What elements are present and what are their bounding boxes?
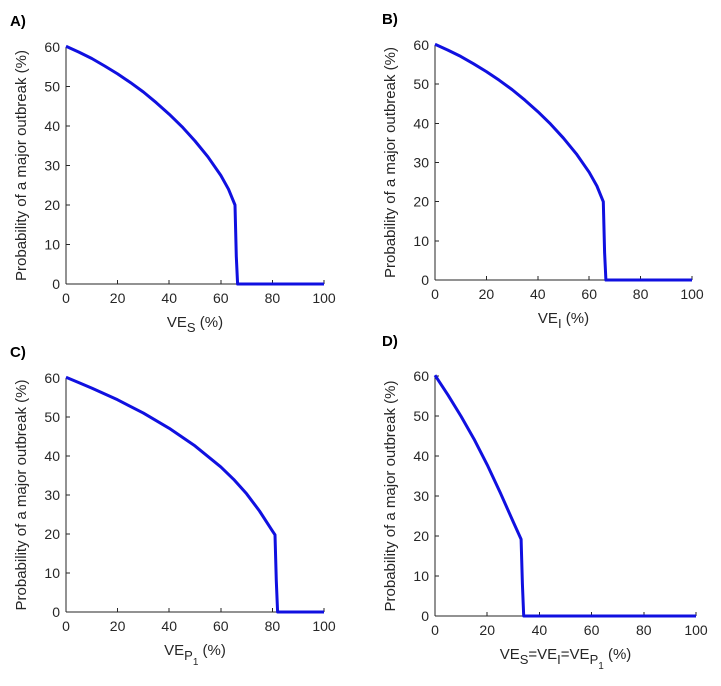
chart-panel-1: A) 0 20 40 60 80 100 0 10 20 30 40 50 60 Probability o…	[10, 13, 336, 335]
series-line	[65, 375, 324, 614]
y-tick-label: 60	[413, 368, 429, 384]
x-axis-label-base: VE	[167, 314, 187, 331]
y-tick-label: 0	[52, 604, 60, 620]
chart-panel-4: D) 0 20 40 60 80 100 0 10 20 30 40 50 60 Probability o…	[382, 333, 708, 672]
y-tick-label: 0	[52, 276, 60, 292]
x-axis-label-subscript: P	[184, 648, 193, 663]
y-tick-label: 50	[413, 76, 429, 92]
y-tick-label: 20	[44, 197, 60, 213]
x-tick-label: 80	[265, 290, 281, 306]
x-tick-label: 20	[479, 286, 495, 302]
y-tick-label: 20	[413, 194, 429, 210]
x-tick-label: 40	[161, 618, 177, 634]
x-axis-label-subscript: 1	[193, 657, 199, 668]
panel-label: A)	[10, 13, 26, 30]
chart-panel-3: C) 0 20 40 60 80 100 0 10 20 30 40 50 60 Probability o…	[10, 344, 336, 668]
x-axis-label-subscript: I	[557, 652, 561, 667]
x-tick-label: 60	[213, 290, 229, 306]
y-tick-label: 10	[44, 565, 60, 581]
x-tick-label: 80	[636, 622, 652, 638]
x-tick-label: 0	[431, 286, 439, 302]
y-tick-label: 50	[44, 79, 60, 95]
x-axis-label-subscript: S	[520, 652, 529, 667]
y-axis-label: Probability of a major outbreak (%)	[382, 47, 399, 278]
x-tick-label: 20	[110, 290, 126, 306]
y-tick-label: 0	[421, 608, 429, 624]
panel-label: D)	[382, 333, 398, 350]
x-axis-label: VES (%)	[167, 314, 223, 335]
x-tick-label: 60	[584, 622, 600, 638]
y-tick-label: 40	[413, 448, 429, 464]
x-axis-label: VES=VEI=VEP1 (%)	[500, 646, 632, 672]
y-tick-label: 60	[44, 370, 60, 386]
x-axis-label-unit: (%)	[562, 310, 590, 327]
y-tick-label: 0	[421, 272, 429, 288]
x-axis-label-unit: (%)	[196, 314, 224, 331]
chart-panel-2: B) 0 20 40 60 80 100 0 10 20 30 40 50 60 Probability o…	[382, 11, 704, 331]
y-tick-label: 40	[44, 448, 60, 464]
series-line	[434, 42, 692, 282]
x-tick-label: 40	[532, 622, 548, 638]
y-tick-label: 10	[44, 237, 60, 253]
y-axis-label: Probability of a major outbreak (%)	[13, 50, 30, 281]
x-tick-label: 100	[680, 286, 704, 302]
y-tick-label: 40	[44, 118, 60, 134]
x-axis-label: VEP1 (%)	[164, 642, 226, 668]
x-tick-label: 40	[530, 286, 546, 302]
x-axis-label-subscript: I	[558, 316, 562, 331]
x-tick-label: 60	[213, 618, 229, 634]
x-axis-label-unit: (%)	[604, 646, 632, 663]
x-tick-label: 20	[479, 622, 495, 638]
y-tick-label: 20	[44, 526, 60, 542]
panel-label: C)	[10, 344, 26, 361]
y-tick-label: 30	[413, 155, 429, 171]
x-tick-label: 100	[684, 622, 708, 638]
x-axis-label-subscript: 1	[598, 661, 604, 672]
x-axis-label: VEI (%)	[538, 310, 589, 331]
y-tick-label: 60	[44, 39, 60, 55]
x-tick-label: 0	[431, 622, 439, 638]
x-axis-label-base: VE	[500, 646, 520, 663]
y-tick-label: 10	[413, 233, 429, 249]
x-axis-label-text: =VE	[561, 646, 590, 663]
y-tick-label: 60	[413, 37, 429, 53]
series-line	[65, 44, 324, 286]
x-tick-label: 0	[62, 618, 70, 634]
y-tick-label: 40	[413, 115, 429, 131]
x-tick-label: 100	[312, 618, 336, 634]
x-axis-label-base: VE	[164, 642, 184, 659]
x-tick-label: 0	[62, 290, 70, 306]
x-tick-label: 100	[312, 290, 336, 306]
x-tick-label: 80	[265, 618, 281, 634]
y-axis-label: Probability of a major outbreak (%)	[13, 380, 30, 611]
y-tick-label: 20	[413, 528, 429, 544]
y-tick-label: 30	[44, 158, 60, 174]
x-axis-label-subscript: S	[187, 320, 196, 335]
series-line	[433, 374, 696, 618]
y-tick-label: 50	[44, 409, 60, 425]
panel-label: B)	[382, 11, 398, 28]
y-tick-label: 50	[413, 408, 429, 424]
y-tick-label: 30	[413, 488, 429, 504]
y-axis-label: Probability of a major outbreak (%)	[382, 381, 399, 612]
y-tick-label: 30	[44, 487, 60, 503]
x-axis-label-text: =VE	[528, 646, 557, 663]
x-tick-label: 20	[110, 618, 126, 634]
x-tick-label: 80	[633, 286, 649, 302]
x-axis-label-base: VE	[538, 310, 558, 327]
x-tick-label: 40	[161, 290, 177, 306]
x-axis-label-subscript: P	[590, 652, 599, 667]
x-tick-label: 60	[581, 286, 597, 302]
x-axis-label-unit: (%)	[198, 642, 226, 659]
y-tick-label: 10	[413, 568, 429, 584]
